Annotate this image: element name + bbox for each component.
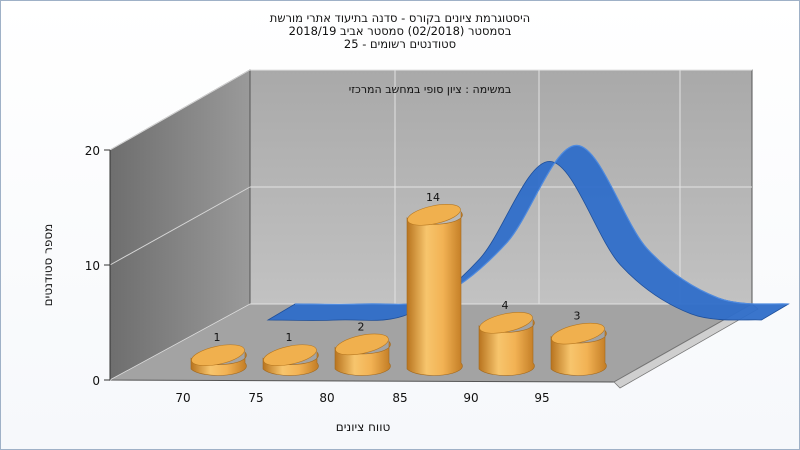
bar-top	[479, 312, 533, 334]
chart-title-line-2: בסמסטר (02/2018) סמסטר אביב 2018/19	[288, 24, 512, 38]
bar: 1	[262, 331, 319, 376]
x-tick-label: 95	[534, 391, 549, 405]
x-tick-label: 80	[319, 391, 334, 405]
x-axis-label: טווח ציונים	[336, 420, 391, 434]
chart-title-line-1: היסטוגרמת ציונים בקורס - סדנה בתיעוד אתר…	[269, 11, 531, 25]
bar-body	[406, 211, 463, 376]
bar-value-label: 2	[358, 320, 365, 333]
bar-value-label: 4	[502, 299, 509, 312]
axes: 0 10 20 70 75 80 85 90 95	[85, 144, 550, 405]
chart-subtitle: במשימה : ציון סופי במחשב המרכזי	[349, 83, 512, 96]
bar-value-label: 3	[574, 310, 581, 323]
curve-ridge	[294, 144, 789, 306]
y-gridline-side	[109, 69, 251, 151]
x-tick-label: 70	[175, 391, 190, 405]
bar-value-label: 14	[426, 191, 440, 204]
bar-top	[407, 204, 461, 226]
x-tick-label: 75	[248, 391, 263, 405]
bar: 1	[190, 331, 247, 376]
x-tick-label: 90	[463, 391, 478, 405]
x-tick-label: 85	[392, 391, 407, 405]
y-tick-label: 0	[92, 374, 100, 388]
chart-title-line-3: סטודנטים רשומים - 25	[343, 37, 457, 51]
y-axis-label: מספר סטודנטים	[41, 224, 55, 307]
y-gridline-side	[109, 303, 251, 381]
bar: 2	[334, 320, 391, 376]
bar: 4	[478, 299, 535, 376]
bar-top	[335, 333, 389, 356]
bar-top	[551, 322, 605, 345]
bar-top	[191, 344, 245, 366]
bars: 1 1 2 14 4 3	[190, 191, 607, 376]
y-gridline-side	[109, 186, 251, 266]
bar: 3	[550, 310, 607, 376]
y-tick-label: 10	[85, 259, 100, 273]
bar-top	[263, 344, 317, 366]
y-tick-label: 20	[85, 144, 100, 158]
bar-value-label: 1	[286, 331, 293, 344]
bar-value-label: 1	[214, 331, 221, 344]
bar: 14	[406, 191, 463, 376]
